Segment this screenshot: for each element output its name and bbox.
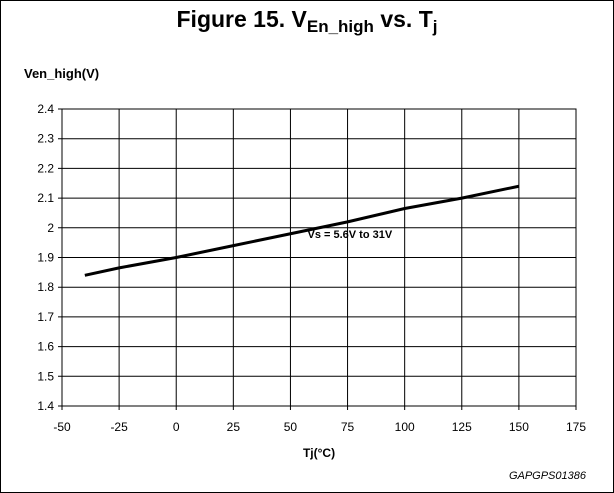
y-tick-label: 1.9	[37, 251, 54, 265]
x-tick-label: 75	[341, 420, 355, 434]
grid-lines	[58, 108, 577, 410]
y-tick-labels: 1.4 1.5 1.6 1.7 1.8 1.9 2 2.1 2.2 2.3 2.4	[37, 102, 54, 413]
y-tick-label: 1.7	[37, 310, 54, 324]
figure-id: GAPGPS01386	[508, 470, 586, 482]
x-tick-label: -25	[110, 420, 128, 434]
y-tick-label: 1.6	[37, 340, 54, 354]
plot-border	[61, 108, 577, 407]
x-tick-label: 50	[284, 420, 298, 434]
x-tick-label: 0	[173, 420, 180, 434]
chart-title: Figure 15. VEn_high vs. Tj	[176, 6, 438, 36]
x-tick-labels: -50 -25 0 25 50 75 100 125 150 175	[53, 420, 586, 434]
y-tick-label: 2.2	[37, 161, 54, 175]
y-tick-label: 2.4	[37, 102, 54, 116]
y-tick-label: 1.4	[37, 399, 54, 413]
series-line	[84, 184, 520, 277]
y-tick-label: 1.5	[37, 369, 54, 383]
x-tick-label: 100	[395, 420, 415, 434]
annotations: Vs = 5.6V to 31V	[307, 229, 392, 241]
x-tick-label: 175	[566, 420, 586, 434]
x-axis-label: Tj(°C)	[303, 446, 335, 460]
y-tick-label: 2.3	[37, 132, 54, 146]
y-axis-label: Ven_high(V)	[24, 66, 100, 81]
x-tick-label: 25	[227, 420, 241, 434]
y-tick-label: 1.8	[37, 280, 54, 294]
y-tick-label: 2	[47, 221, 54, 235]
x-tick-label: 125	[452, 420, 472, 434]
series-lines	[84, 184, 520, 277]
annotation-label: Vs = 5.6V to 31V	[307, 229, 392, 241]
y-tick-label: 2.1	[37, 191, 54, 205]
x-tick-label: -50	[53, 420, 71, 434]
x-tick-label: 150	[509, 420, 529, 434]
